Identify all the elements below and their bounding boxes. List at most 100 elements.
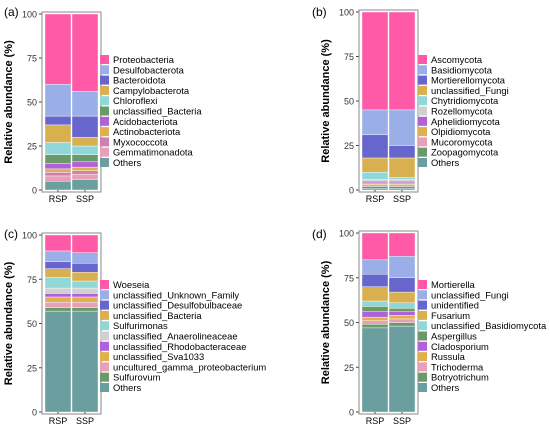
y-axis-title: Relative abundance (%) [320,260,332,384]
legend-label: Sulfurovum [113,372,161,383]
legend-label: unclassified_Bacteria [113,310,202,321]
bar-segment [388,277,416,293]
y-tick-label: 100 [339,8,354,18]
bar-segment [71,307,99,312]
legend-label: unclassified_Anaerolineaceae [113,331,238,342]
bar-segment [71,271,99,282]
bar-segment [71,280,99,289]
y-axis-title: Relative abundance (%) [3,40,15,164]
bar-segment [71,154,99,163]
legend-label: Botryotrichum [431,372,489,383]
legend-label: uncultured_gamma_proteobacterium [113,361,266,372]
bar-segment [71,234,99,253]
bar-segment [361,179,389,182]
bar-segment [361,324,389,329]
legend-swatch [418,372,427,382]
bar-segment [44,168,72,173]
bar-segment [71,296,99,303]
y-tick-label: 75 [27,275,37,285]
legend-swatch [100,55,109,64]
bar-segment [44,180,72,191]
bar-segment [71,91,99,117]
legend-swatch [100,65,109,75]
bar-segment [44,13,72,85]
legend-label: Trichoderma [431,361,484,372]
legend-swatch [418,362,427,372]
y-tick-label: 25 [344,363,354,373]
legend-swatch [418,147,427,157]
bar-segment [388,318,416,323]
legend-label: Gemmatimonadota [113,147,194,158]
bar-segment [44,142,72,155]
y-tick-label: 75 [344,273,354,283]
legend-label: Acidobacteriota [113,116,178,127]
legend-label: Others [431,382,459,393]
bar-segment [71,173,99,180]
bar-segment [44,307,72,312]
bar-segment [44,310,72,413]
bar-segment [44,250,72,262]
bar-segment [71,310,99,413]
legend-swatch [418,310,427,320]
legend-swatch [418,331,427,341]
bar-segment [388,109,416,146]
bar-segment [44,175,72,182]
legend-swatch [418,127,427,137]
legend-swatch [418,55,427,64]
y-axis-title: Relative abundance (%) [320,39,332,163]
legend-swatch [418,300,427,310]
bar-segment [71,293,99,298]
legend-swatch [100,352,109,362]
legend-label: Fusarium [431,310,470,321]
bar-segment [44,154,72,164]
bar-segment [361,286,389,302]
bar-segment [71,136,99,147]
y-tick-label: 0 [32,408,37,418]
y-tick-label: 50 [344,318,354,328]
legend-swatch [100,331,109,341]
legend-swatch [418,352,427,362]
bar-segment [388,11,416,111]
bar-segment [388,180,416,184]
legend-label: Woeseia [113,279,150,290]
bar-segment [44,296,72,303]
bar-segment [361,11,389,111]
panel-label: (a) [4,5,19,19]
bar-segment [388,182,416,185]
legend-label: unclassified_Sva1033 [113,351,204,362]
legend-swatch [100,321,109,331]
legend-swatch [418,290,427,300]
legend-swatch [418,280,427,289]
bar-segment [361,188,389,191]
bar-segment [361,184,389,187]
bar-segment [361,157,389,173]
bar-segment [388,315,416,320]
y-tick-label: 25 [344,141,354,151]
y-tick-label: 0 [349,408,354,418]
legend-swatch [100,116,109,126]
legend-swatch [100,310,109,320]
bar-segment [361,311,389,318]
bar-segment [44,115,72,126]
legend-label: Myxococcota [113,136,168,147]
legend-label: Aphelidiomycota [431,116,501,127]
legend-swatch [100,372,109,382]
bar-segment [361,109,389,136]
bar-segment [361,300,389,307]
legend-swatch [418,383,427,392]
legend-swatch [418,137,427,147]
legend-swatch [100,300,109,310]
legend-swatch [100,290,109,300]
bar-segment [361,186,389,189]
legend-swatch [100,158,109,167]
legend-label: Others [113,157,141,168]
legend-swatch [418,341,427,351]
legend-swatch [418,96,427,106]
y-tick-label: 100 [22,10,37,20]
bar-segment [44,261,72,269]
legend-label: Cladosporium [431,341,489,352]
bar-segment [71,166,99,171]
legend-label: Mortierella [431,279,476,290]
legend-swatch [418,85,427,95]
